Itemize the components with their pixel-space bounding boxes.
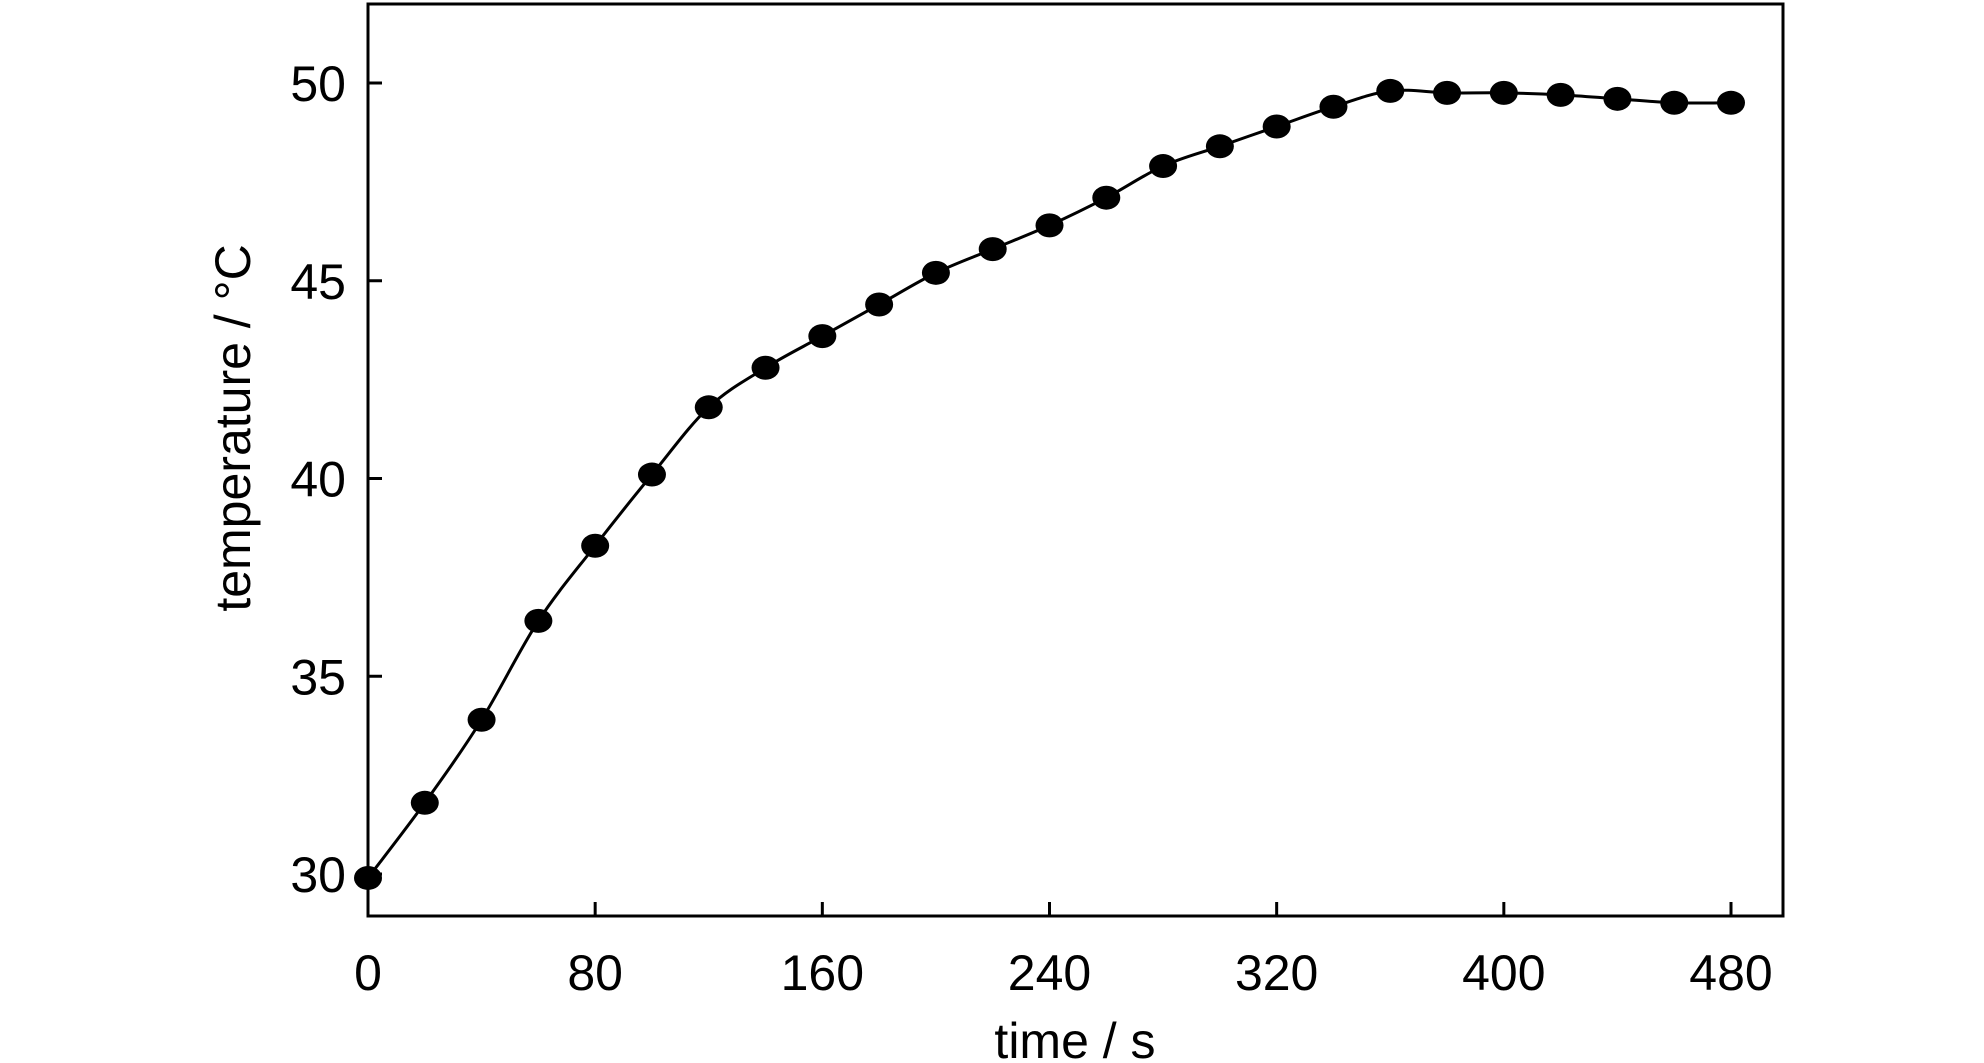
x-tick-label: 160 bbox=[781, 945, 864, 1001]
data-point bbox=[1376, 78, 1405, 103]
data-point bbox=[1546, 82, 1575, 107]
y-tick-label: 40 bbox=[290, 452, 346, 508]
data-point bbox=[410, 790, 439, 815]
data-point bbox=[354, 865, 382, 890]
plot-frame bbox=[366, 2, 1785, 918]
data-markers bbox=[354, 78, 1745, 890]
data-point bbox=[1205, 134, 1234, 159]
data-point bbox=[865, 292, 894, 317]
data-point bbox=[1717, 90, 1745, 115]
y-tick-label: 45 bbox=[290, 254, 346, 310]
y-axis-title: temperature / °C bbox=[205, 244, 261, 611]
series-line bbox=[366, 88, 1732, 879]
data-point bbox=[808, 324, 837, 349]
data-point bbox=[524, 608, 553, 633]
x-tick-label: 240 bbox=[1008, 945, 1091, 1001]
data-point bbox=[921, 260, 950, 285]
data-point bbox=[1092, 185, 1121, 210]
y-tick-label: 50 bbox=[290, 56, 346, 112]
x-tick-label: 320 bbox=[1235, 945, 1318, 1001]
y-tick-label: 35 bbox=[290, 649, 346, 705]
data-point bbox=[1262, 114, 1291, 139]
data-point bbox=[1660, 90, 1689, 115]
x-tick-label: 480 bbox=[1689, 945, 1772, 1001]
data-point bbox=[1603, 86, 1632, 111]
data-point bbox=[1489, 80, 1518, 105]
data-point bbox=[637, 462, 666, 487]
data-point bbox=[694, 395, 723, 420]
data-point bbox=[467, 707, 496, 732]
y-tick-label: 30 bbox=[290, 847, 346, 903]
data-point bbox=[1319, 94, 1348, 119]
data-point bbox=[751, 355, 780, 380]
data-point bbox=[978, 237, 1007, 262]
data-point bbox=[1149, 154, 1178, 179]
x-axis-title: time / s bbox=[994, 1013, 1155, 1063]
data-point bbox=[1433, 80, 1462, 105]
y-axis: 30 35 40 45 50 bbox=[290, 56, 382, 903]
data-point bbox=[581, 533, 610, 558]
data-point bbox=[1035, 213, 1064, 238]
x-tick-label: 80 bbox=[567, 945, 623, 1001]
x-axis: 0 80 160 240 320 400 480 bbox=[354, 902, 1773, 1001]
x-tick-label: 400 bbox=[1462, 945, 1545, 1001]
x-tick-label: 0 bbox=[354, 945, 382, 1001]
